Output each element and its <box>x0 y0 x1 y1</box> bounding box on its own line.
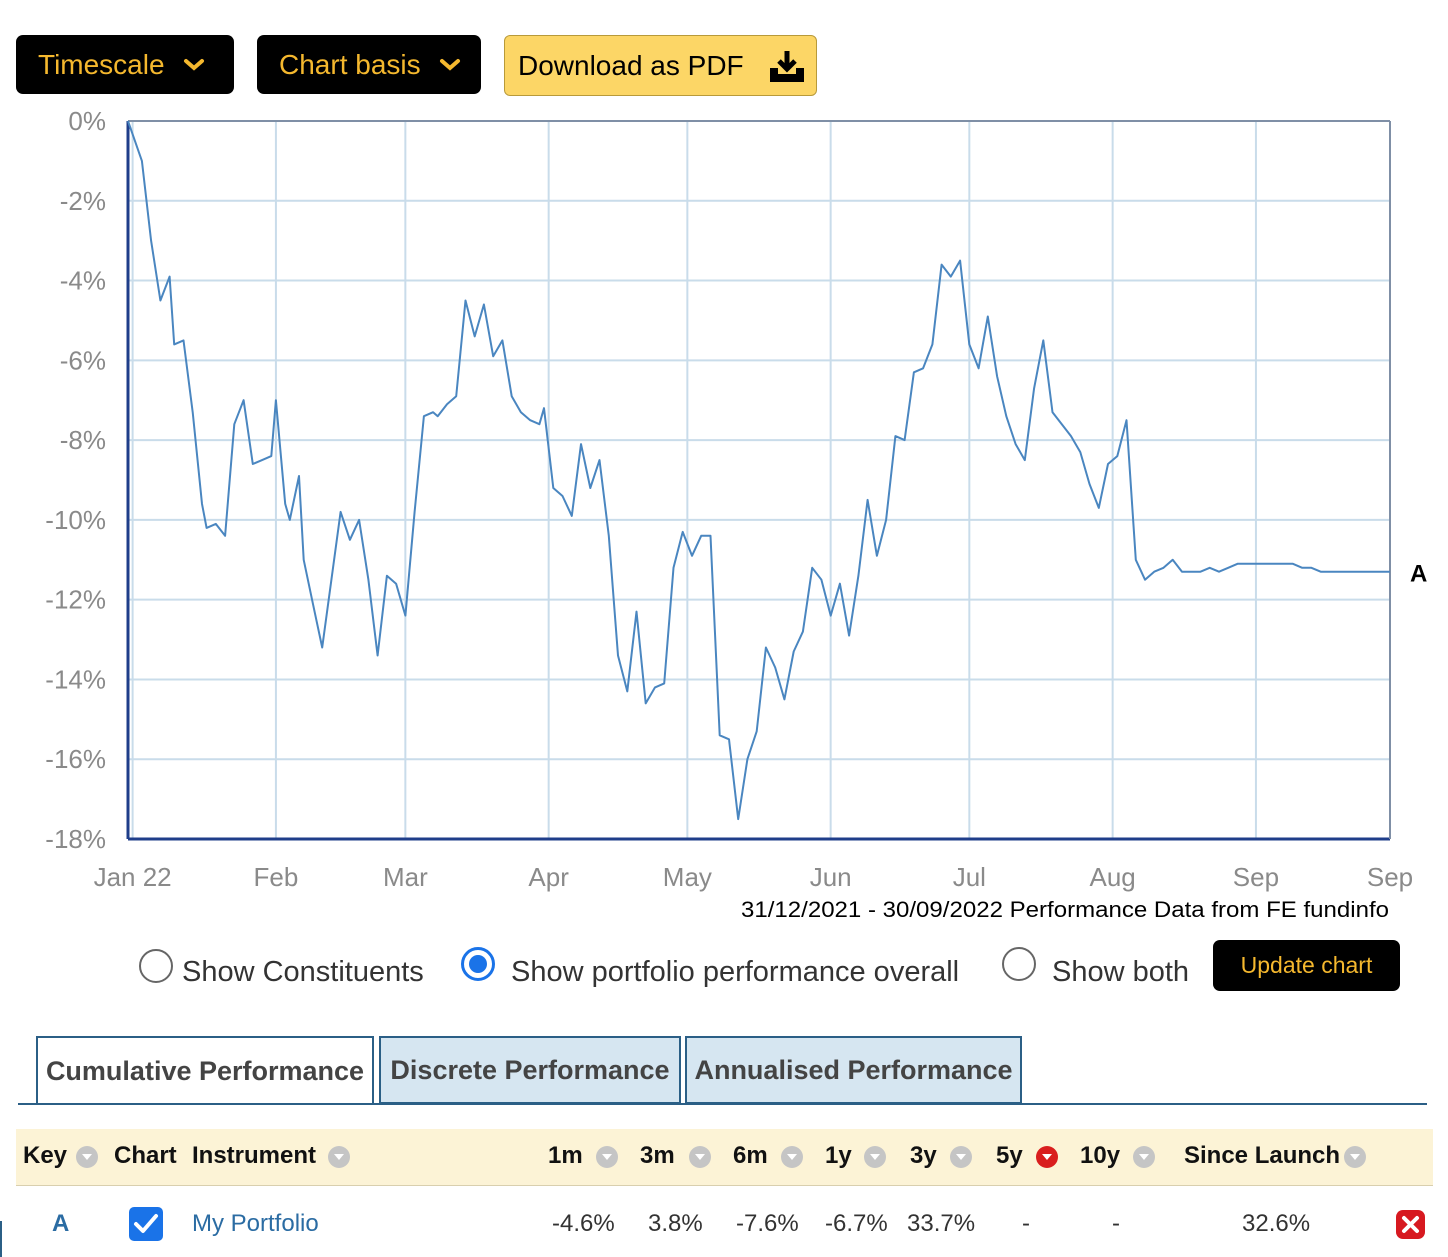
cell-1y: -6.7% <box>825 1210 888 1237</box>
header-3y[interactable]: 3y <box>910 1142 937 1169</box>
series-line-A <box>127 120 1390 821</box>
tab-discrete-performance[interactable]: Discrete Performance <box>379 1036 681 1104</box>
chevron-down-icon <box>183 58 204 71</box>
y-tick-label: -10% <box>45 505 106 535</box>
download-pdf-label: Download as PDF <box>518 49 744 81</box>
cell-5y: - <box>1022 1210 1030 1237</box>
checkmark-icon <box>134 1214 158 1233</box>
x-tick-label: Jan 22 <box>94 862 172 892</box>
chart-basis-button[interactable]: Chart basis <box>257 35 481 94</box>
y-tick-label: -14% <box>45 664 106 694</box>
sort-10y-icon[interactable] <box>1133 1146 1155 1168</box>
sort-1y-icon[interactable] <box>864 1146 886 1168</box>
show-constituents-radio[interactable] <box>139 949 173 983</box>
x-tick-label: May <box>663 862 712 892</box>
header-since-launch[interactable]: Since Launch <box>1184 1142 1341 1169</box>
sort-3y-icon[interactable] <box>950 1146 972 1168</box>
show-both-label: Show both <box>1052 956 1190 988</box>
series-end-label: A <box>1410 561 1427 588</box>
sort-since-launch-icon[interactable] <box>1344 1146 1366 1168</box>
cell-since-launch: 32.6% <box>1242 1210 1311 1237</box>
y-tick-label: -4% <box>60 266 106 296</box>
update-chart-label: Update chart <box>1240 952 1373 978</box>
y-tick-label: -18% <box>45 824 106 854</box>
table-row: A My Portfolio -4.6% 3.8% -7.6% -6.7% 33… <box>16 1190 1433 1257</box>
y-tick-label: 0% <box>68 106 106 136</box>
tab-cumulative-label: Cumulative Performance <box>45 1055 365 1086</box>
update-chart-button[interactable]: Update chart <box>1213 940 1400 991</box>
sort-1m-icon[interactable] <box>596 1146 618 1168</box>
header-instrument[interactable]: Instrument <box>192 1142 317 1169</box>
remove-row-icon[interactable] <box>1396 1210 1425 1239</box>
x-tick-label: Sep <box>1367 862 1413 892</box>
sort-instrument-icon[interactable] <box>328 1146 350 1168</box>
instrument-link[interactable]: My Portfolio <box>192 1210 319 1237</box>
timescale-label: Timescale <box>38 48 165 80</box>
show-constituents-label: Show Constituents <box>182 956 424 988</box>
cell-6m: -7.6% <box>736 1210 799 1237</box>
download-tray-icon <box>770 51 804 82</box>
y-tick-label: -8% <box>60 425 106 455</box>
chart-series <box>127 120 1390 821</box>
sort-key-icon[interactable] <box>76 1146 98 1168</box>
show-portfolio-overall-radio[interactable] <box>461 947 495 981</box>
chart-source-note: 31/12/2021 - 30/09/2022 Performance Data… <box>741 897 1389 922</box>
x-tick-label: Jul <box>953 862 986 892</box>
tab-discrete-label: Discrete Performance <box>390 1054 670 1085</box>
performance-chart: 0% -2% -4% -6% -8% -10% -12% -14% -16% -18% Jan 22… <box>45 106 1427 922</box>
chart-basis-label: Chart basis <box>279 48 421 80</box>
chart-checkbox[interactable] <box>129 1207 163 1241</box>
cell-3m: 3.8% <box>648 1210 703 1237</box>
header-6m[interactable]: 6m <box>733 1142 768 1169</box>
cell-10y: - <box>1112 1210 1120 1237</box>
tab-divider <box>18 1103 1427 1105</box>
cell-1m: -4.6% <box>552 1210 615 1237</box>
header-key[interactable]: Key <box>23 1142 68 1169</box>
y-tick-label: -6% <box>60 345 106 375</box>
chart-grid <box>128 120 1391 840</box>
y-tick-label: -2% <box>60 186 106 216</box>
tab-annualised-label: Annualised Performance <box>694 1054 1013 1085</box>
tab-cumulative-performance[interactable]: Cumulative Performance <box>36 1036 374 1104</box>
chart-axes <box>126 120 1391 841</box>
header-1m[interactable]: 1m <box>548 1142 583 1169</box>
x-tick-label: Apr <box>528 862 569 892</box>
cell-3y: 33.7% <box>907 1210 976 1237</box>
sort-3m-icon[interactable] <box>689 1146 711 1168</box>
sort-5y-active-icon[interactable] <box>1036 1146 1058 1168</box>
header-10y[interactable]: 10y <box>1080 1142 1121 1169</box>
x-tick-label: Sep <box>1233 862 1279 892</box>
y-tick-label: -12% <box>45 585 106 615</box>
show-both-radio[interactable] <box>1002 947 1036 981</box>
row-edge-marker <box>0 1221 2 1257</box>
show-portfolio-overall-label: Show portfolio performance overall <box>511 956 960 988</box>
header-3m[interactable]: 3m <box>640 1142 675 1169</box>
timescale-button[interactable]: Timescale <box>16 35 234 94</box>
header-1y[interactable]: 1y <box>825 1142 852 1169</box>
header-chart: Chart <box>114 1142 177 1169</box>
chart-labels: 0% -2% -4% -6% -8% -10% -12% -14% -16% -18% Jan 22… <box>45 106 1427 892</box>
row-key: A <box>52 1210 70 1237</box>
table-header: Key Chart Instrument 1m 3m 6m 1y 3y 5y 1… <box>16 1129 1433 1186</box>
chevron-down-icon <box>439 58 460 71</box>
header-5y[interactable]: 5y <box>996 1142 1023 1169</box>
x-tick-label: Jun <box>810 862 852 892</box>
x-tick-label: Aug <box>1090 862 1136 892</box>
sort-6m-icon[interactable] <box>781 1146 803 1168</box>
x-tick-label: Feb <box>254 862 299 892</box>
close-icon <box>1402 1216 1419 1233</box>
y-tick-label: -16% <box>45 744 106 774</box>
x-tick-label: Mar <box>383 862 428 892</box>
download-pdf-button[interactable]: Download as PDF <box>504 35 817 96</box>
tab-annualised-performance[interactable]: Annualised Performance <box>685 1036 1022 1104</box>
